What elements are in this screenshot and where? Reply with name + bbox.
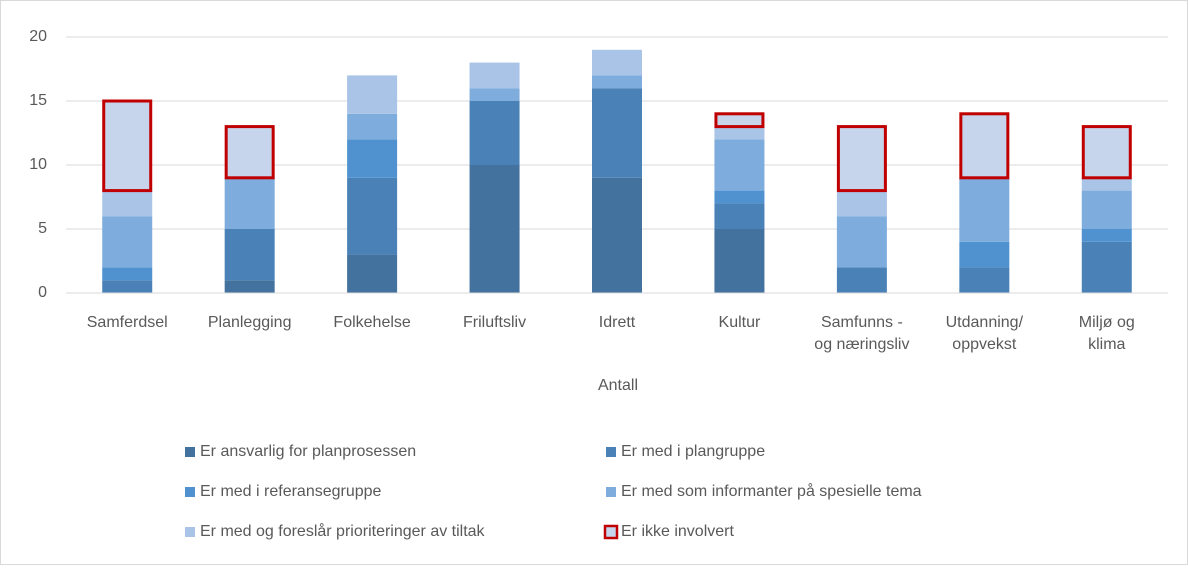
bar-segment	[836, 267, 887, 293]
legend-label: Er med i referansegruppe	[200, 483, 382, 500]
bar-segment	[714, 112, 765, 129]
bar-segment	[959, 241, 1010, 268]
legend-swatch	[185, 487, 195, 497]
bar-segment	[1081, 241, 1132, 293]
bar-segment	[1081, 190, 1132, 229]
bar-segment	[102, 267, 153, 281]
x-tick-label: Samfunns -og næringsliv	[814, 314, 909, 353]
legend-label: Er med som informanter på spesielle tema	[621, 482, 922, 500]
bar-segment	[714, 190, 765, 204]
bar-segment	[1081, 229, 1132, 242]
bar-segment	[1081, 125, 1132, 180]
bar-segment	[469, 101, 520, 165]
bar-segment	[224, 280, 275, 293]
bar-segment	[714, 229, 765, 293]
legend-swatch	[185, 527, 195, 537]
bar-segment	[102, 99, 153, 193]
bar-segment	[959, 112, 1010, 180]
bar-segment	[1081, 177, 1132, 191]
y-tick-label: 5	[38, 220, 47, 237]
bar-segment	[836, 125, 887, 193]
x-tick-label: Friluftsliv	[463, 314, 526, 331]
legend-label: Er ansvarlig for planprosessen	[200, 443, 416, 460]
y-tick-label: 20	[29, 28, 47, 45]
bar-segment	[469, 88, 520, 101]
bar-segment	[959, 177, 1010, 242]
bar-segment	[102, 190, 153, 217]
x-tick-label: Kultur	[719, 314, 761, 331]
legend-swatch	[606, 487, 616, 497]
x-tick-label: Samferdsel	[87, 314, 168, 331]
legend-swatch	[606, 447, 616, 457]
bar-segment	[102, 216, 153, 268]
x-tick-label: Miljø og klima	[1079, 314, 1135, 353]
bar-segment	[347, 75, 398, 114]
bar-segment	[714, 203, 765, 229]
bar-segment	[592, 49, 642, 76]
bar-segment	[714, 139, 765, 191]
bar-segment	[836, 216, 887, 268]
bar-segment	[469, 165, 520, 293]
legend-label: Er med og foreslår prioriteringer av til…	[200, 522, 486, 540]
y-tick-label: 0	[38, 284, 47, 301]
bar-segment	[224, 177, 275, 229]
bar-segment	[347, 177, 398, 255]
bar-segment	[102, 280, 153, 293]
legend-label: Er med i plangruppe	[621, 443, 765, 460]
x-tick-label: Utdanning/oppvekst	[946, 314, 1024, 353]
x-tick-label: Folkehelse	[333, 314, 410, 331]
bar-segment	[836, 190, 887, 217]
y-tick-label: 10	[29, 156, 47, 173]
bar-segment	[592, 177, 642, 293]
y-tick-label: 15	[29, 92, 47, 109]
legend-swatch	[185, 447, 195, 457]
bar-segment	[347, 113, 398, 140]
bar-segment	[347, 139, 398, 178]
x-tick-label: Planlegging	[208, 314, 292, 331]
bar-segment	[224, 125, 275, 180]
bar-segment	[714, 126, 765, 140]
bar-segment	[347, 254, 398, 293]
x-axis-title: Antall	[598, 377, 638, 394]
bar-segment	[959, 267, 1010, 293]
bar-segment	[592, 88, 642, 178]
x-tick-label: Idrett	[599, 314, 636, 331]
legend-label: Er ikke involvert	[621, 523, 734, 540]
bar-segment	[592, 75, 642, 89]
bar-segment	[469, 62, 520, 89]
bar-segment	[224, 229, 275, 281]
legend-swatch	[603, 524, 619, 540]
